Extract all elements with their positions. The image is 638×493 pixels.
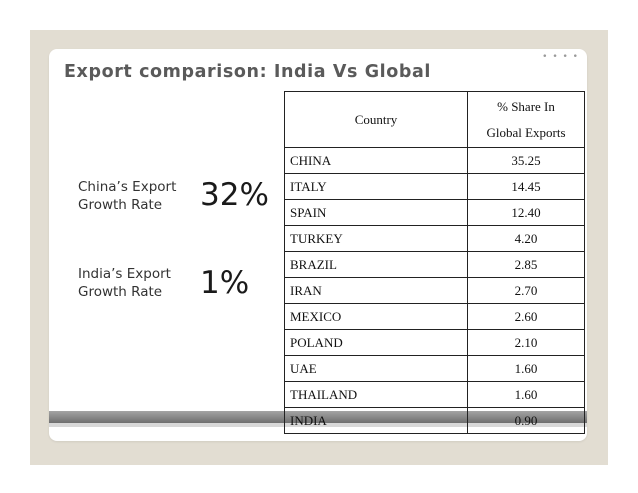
table-row: TURKEY 4.20: [284, 225, 585, 252]
country-cell: SPAIN: [284, 199, 468, 226]
table-row: IRAN 2.70: [284, 277, 585, 304]
table-row: BRAZIL 2.85: [284, 251, 585, 278]
country-cell: INDIA: [284, 407, 468, 434]
share-cell: 12.40: [467, 199, 585, 226]
share-cell: 4.20: [467, 225, 585, 252]
table-row: ITALY 14.45: [284, 173, 585, 200]
share-cell: 35.25: [467, 147, 585, 174]
table-row: INDIA 0.90: [284, 407, 585, 434]
share-cell: 14.45: [467, 173, 585, 200]
share-header-line-2: Global Exports: [486, 124, 566, 140]
share-cell: 2.10: [467, 329, 585, 356]
share-header-line-1: % Share In: [497, 98, 555, 114]
export-share-table: Country % Share In Global Exports CHINA 3…: [284, 91, 585, 434]
table-row: MEXICO 2.60: [284, 303, 585, 330]
table-row: THAILAND 1.60: [284, 381, 585, 408]
country-cell: CHINA: [284, 147, 468, 174]
share-cell: 2.85: [467, 251, 585, 278]
share-column-header: % Share In Global Exports: [467, 91, 585, 148]
india-growth-label: India’s Export Growth Rate: [78, 266, 171, 300]
country-column-header: Country: [284, 91, 468, 148]
table-row: CHINA 35.25: [284, 147, 585, 174]
table-row: UAE 1.60: [284, 355, 585, 382]
india-growth-value: 1%: [200, 265, 250, 301]
china-growth-label: China’s Export Growth Rate: [78, 179, 177, 213]
country-cell: BRAZIL: [284, 251, 468, 278]
country-cell: TURKEY: [284, 225, 468, 252]
china-growth-value: 32%: [200, 177, 269, 213]
country-cell: UAE: [284, 355, 468, 382]
country-cell: MEXICO: [284, 303, 468, 330]
share-cell: 2.60: [467, 303, 585, 330]
table-row: POLAND 2.10: [284, 329, 585, 356]
country-cell: THAILAND: [284, 381, 468, 408]
corner-dots-decoration: • • • •: [542, 52, 579, 62]
country-cell: IRAN: [284, 277, 468, 304]
share-cell: 0.90: [467, 407, 585, 434]
table-header-row: Country % Share In Global Exports: [284, 91, 585, 148]
share-cell: 2.70: [467, 277, 585, 304]
share-cell: 1.60: [467, 355, 585, 382]
table-row: SPAIN 12.40: [284, 199, 585, 226]
country-cell: ITALY: [284, 173, 468, 200]
slide-title: Export comparison: India Vs Global: [64, 62, 432, 82]
share-cell: 1.60: [467, 381, 585, 408]
country-cell: POLAND: [284, 329, 468, 356]
